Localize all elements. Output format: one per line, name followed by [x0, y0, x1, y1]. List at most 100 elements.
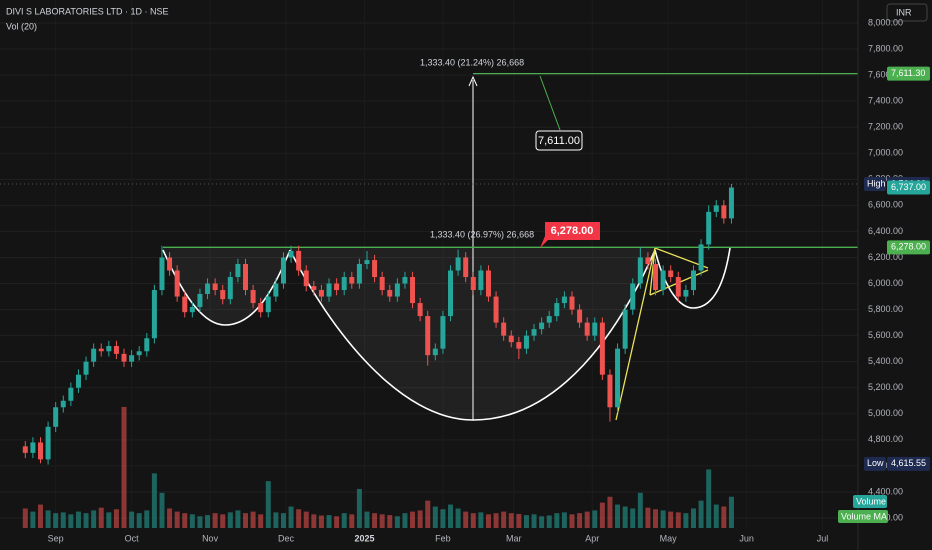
cup-left: [162, 249, 291, 326]
price-tag: Low: [867, 458, 884, 468]
volume-bar: [470, 513, 476, 528]
x-tick-label: 2025: [354, 533, 374, 543]
candle-body: [539, 322, 545, 330]
volume-bar: [478, 512, 484, 528]
volume-bar: [523, 515, 529, 528]
candles: [22, 184, 734, 465]
candle-body: [75, 374, 81, 388]
x-tick-label: Feb: [435, 533, 451, 543]
volume-bar: [288, 506, 294, 528]
title: DIVI S LABORATORIES LTD · 1D · NSE: [6, 6, 169, 16]
currency-box[interactable]: [886, 3, 928, 22]
volume-bar: [683, 513, 689, 528]
volume-bar: [129, 511, 135, 528]
volume-ma-legend: Volume MA: [841, 511, 887, 521]
y-tick-label: 7,200.00: [868, 122, 903, 132]
volume-bar: [440, 509, 446, 528]
y-tick-label: 5,200.00: [868, 382, 903, 392]
volume-bar: [258, 514, 264, 528]
volume-bar: [98, 507, 104, 528]
volume-bar: [455, 508, 461, 528]
candle-body: [258, 303, 264, 313]
y-tick-label: 6,400.00: [868, 226, 903, 236]
volume-bar: [607, 496, 613, 528]
candle-body: [227, 277, 233, 300]
volume-bar: [45, 510, 51, 528]
candle-body: [607, 374, 613, 408]
volume-bar: [326, 515, 332, 528]
price-label: 7,611.30: [891, 68, 925, 78]
y-tick-label: 5,400.00: [868, 356, 903, 366]
volume-bar: [493, 513, 499, 528]
volume-bar: [698, 500, 704, 528]
x-tick-label: Nov: [202, 533, 219, 543]
measure-top-label: 1,333.40 (21.24%) 26,668: [420, 57, 524, 67]
price-tag-box: [864, 456, 886, 471]
volume-bar: [144, 510, 150, 528]
candle-body: [546, 316, 552, 323]
target-box: [535, 130, 583, 151]
candle-body: [463, 257, 469, 278]
candle-body: [356, 263, 362, 284]
volume-bar: [22, 508, 28, 528]
candle-body: [68, 387, 74, 401]
candle-body: [379, 277, 385, 291]
cup-handle: [654, 247, 731, 309]
candle-body: [387, 290, 393, 297]
candle-body: [212, 283, 218, 291]
y-tick-label: 4,400.00: [868, 486, 903, 496]
candle-body: [668, 270, 674, 278]
breakout-callout: 6,278.00: [551, 225, 594, 237]
candle-body: [561, 296, 567, 304]
x-tick-label: Dec: [278, 533, 295, 543]
volume-bar: [599, 502, 605, 528]
volume-bar: [334, 516, 340, 528]
candle-body: [425, 316, 431, 356]
candle-body: [653, 263, 659, 291]
volume-bar: [227, 512, 233, 528]
volume-bar: [280, 513, 286, 528]
candle-body: [235, 263, 241, 278]
volume-bar: [349, 514, 355, 528]
candle-body: [531, 329, 537, 336]
volume-bar: [516, 513, 522, 528]
volume-bar: [622, 506, 628, 528]
x-tick-label: Jun: [739, 533, 754, 543]
x-tick-label: Jul: [817, 533, 829, 543]
volume-bar: [615, 504, 621, 528]
price-tag-box: [864, 177, 886, 192]
candle-body: [280, 257, 286, 284]
y-tick-label: 7,800.00: [868, 43, 903, 53]
price-label-box: [887, 240, 930, 255]
candle-body: [159, 257, 165, 291]
grid: [0, 22, 858, 519]
volume-bar: [250, 511, 256, 528]
y-tick-label: 7,000.00: [868, 148, 903, 158]
candle-body: [577, 309, 583, 323]
candle-body: [273, 283, 279, 297]
y-tick-label: 5,600.00: [868, 330, 903, 340]
candle-body: [508, 335, 514, 343]
volume-bar: [561, 512, 567, 528]
volume-bar: [151, 473, 157, 528]
volume-bar: [592, 510, 598, 528]
candle-body: [22, 446, 28, 453]
candle-body: [189, 306, 195, 313]
candle-body: [728, 187, 734, 219]
x-tick-label: Mar: [506, 533, 522, 543]
candle-body: [182, 296, 188, 313]
candle-body: [197, 293, 203, 307]
candle-body: [569, 296, 575, 310]
price-label: 6,737.00: [891, 182, 926, 192]
x-tick-label: Sep: [48, 533, 64, 543]
candle-body: [410, 277, 416, 304]
candle-body: [690, 270, 696, 291]
candle-body: [311, 286, 317, 291]
candle-body: [243, 263, 249, 291]
volume-bar: [531, 514, 537, 528]
volume-bar: [660, 510, 666, 528]
candle-body: [615, 348, 621, 408]
candle-body: [698, 244, 704, 271]
volume-bar: [159, 492, 165, 528]
price-label: 6,278.00: [891, 242, 926, 252]
